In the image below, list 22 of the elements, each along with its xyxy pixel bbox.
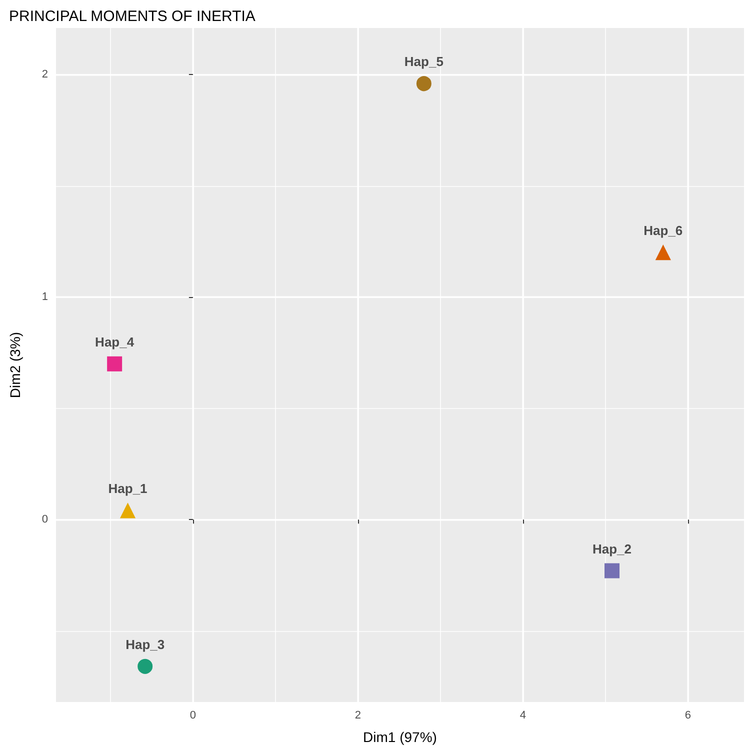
series-label: Hap_3: [126, 636, 165, 652]
point: [120, 503, 136, 518]
point: [604, 563, 620, 578]
x-tick-label: 2: [354, 710, 361, 722]
x-tick-label: 4: [520, 710, 526, 722]
point: [138, 658, 153, 674]
y-tick-label: 1: [42, 291, 48, 304]
series-label: Hap_4: [95, 334, 135, 350]
x-tick-label: 0: [190, 710, 196, 722]
chart-title: PRINCIPAL MOMENTS OF INERTIA: [9, 8, 256, 25]
point: [656, 245, 671, 260]
y-tick-label: 0: [42, 514, 48, 526]
series-label: Hap_6: [644, 223, 683, 238]
y-axis-title: Dim2 (3%): [7, 332, 23, 398]
point: [107, 356, 122, 372]
series-label: Hap_5: [404, 54, 444, 70]
x-axis-title: Dim1 (97%): [363, 729, 437, 745]
x-tick-label: 6: [684, 710, 691, 722]
series-label: Hap_1: [108, 481, 148, 496]
point: [416, 76, 432, 92]
series-label: Hap_2: [592, 541, 632, 556]
y-tick-label: 2: [42, 68, 48, 81]
